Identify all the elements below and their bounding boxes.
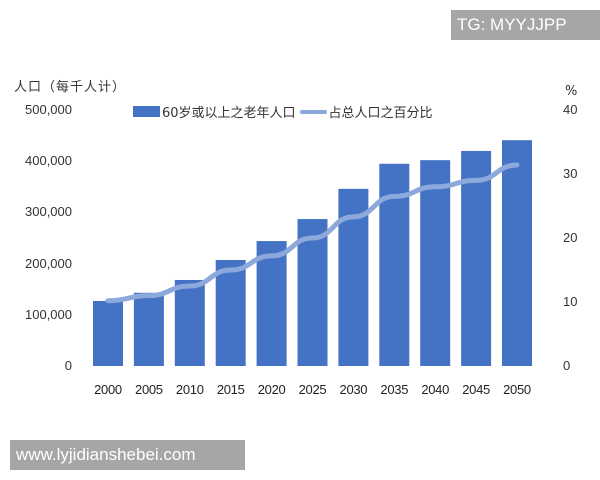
x-tick-label: 2035: [380, 382, 409, 397]
y2-tick-label: 20: [563, 230, 578, 245]
y-tick-label: 400,000: [25, 153, 72, 169]
bar-2010: [174, 279, 205, 366]
x-tick-label: 2050: [503, 382, 531, 397]
percentage-line: [105, 162, 520, 304]
bar-2005: [133, 292, 164, 366]
x-tick-label: 2015: [216, 382, 245, 397]
x-tick-label: 2045: [462, 382, 490, 397]
y-tick-label: 0: [64, 358, 72, 373]
legend-bar-swatch: [133, 106, 160, 117]
y2-tick-label: 0: [563, 358, 571, 373]
legend-line-label: 占总人口之百分比: [328, 106, 433, 121]
bar-2040: [420, 160, 451, 366]
x-tick-label: 2005: [135, 382, 163, 397]
bar-2050: [502, 140, 532, 366]
watermark-bottom: www.lyjidianshebei.com: [10, 440, 245, 470]
bar-2045: [461, 150, 492, 366]
y-axis-title: 人口（每千人计）: [14, 80, 127, 95]
y2-tick-label: 40: [563, 102, 578, 117]
y2-tick-label: 10: [563, 294, 578, 309]
legend-line-swatch: [299, 109, 327, 114]
bar-2025: [297, 219, 328, 366]
watermark-top: TG: MYYJJPP: [451, 10, 600, 40]
y2-axis-title: %: [565, 84, 578, 99]
x-tick-label: 2020: [257, 382, 286, 397]
y-tick-label: 500,000: [25, 102, 72, 117]
x-tick-label: 2040: [421, 382, 450, 397]
x-tick-label: 2000: [94, 382, 122, 397]
y2-tick-label: 30: [563, 166, 578, 181]
y-tick-label: 100,000: [25, 306, 72, 322]
x-tick-label: 2030: [339, 382, 368, 397]
x-tick-label: 2025: [298, 382, 327, 397]
bar-2020: [256, 241, 287, 366]
bar-2015: [215, 260, 246, 366]
y-tick-label: 200,000: [25, 255, 72, 271]
x-tick-label: 2010: [175, 382, 204, 397]
bar-2000: [93, 300, 123, 366]
legend-bar-label: 60岁或以上之老年人口: [162, 106, 296, 121]
y-tick-label: 300,000: [25, 204, 72, 220]
chart-legend: 60岁或以上之老年人口 占总人口之百分比: [133, 102, 433, 121]
